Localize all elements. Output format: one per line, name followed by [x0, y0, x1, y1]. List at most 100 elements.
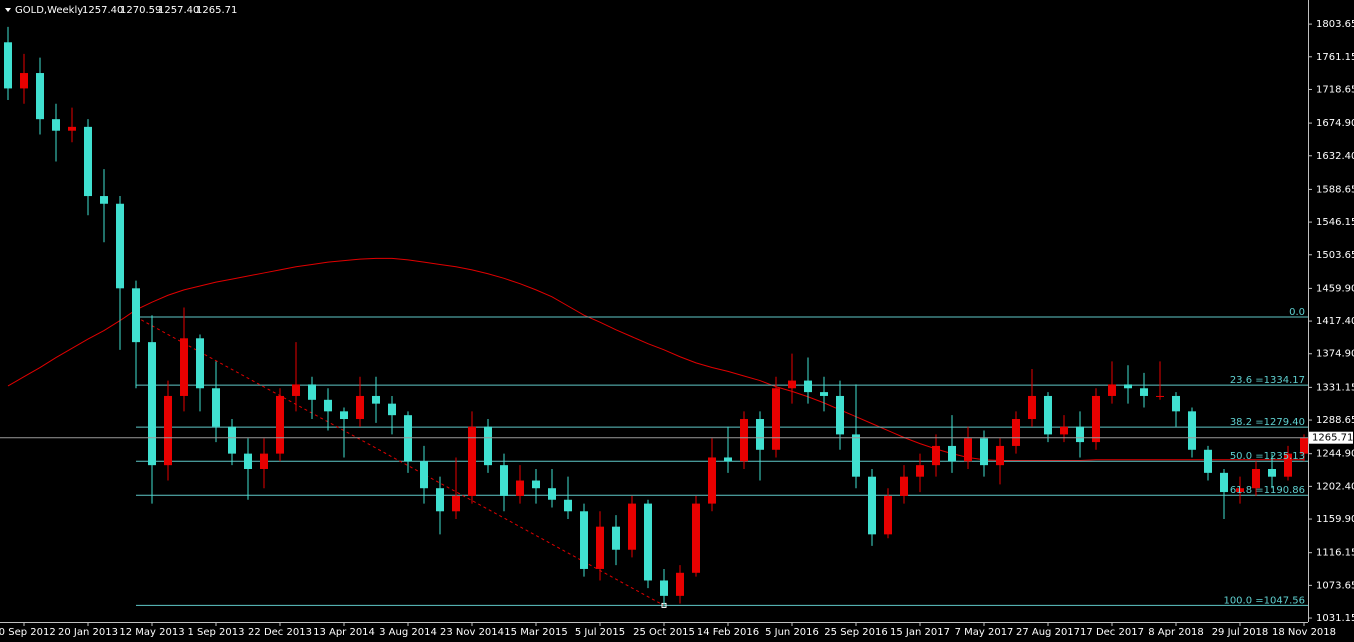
candle-body [516, 480, 524, 496]
candle-body [324, 399, 332, 412]
fibo-trendline [135, 316, 665, 606]
candle-body [868, 476, 876, 535]
candle-body [148, 342, 156, 466]
candle-body [1236, 488, 1244, 493]
candle-body [228, 426, 236, 454]
y-tick-label: 1031.15 [1316, 613, 1354, 624]
candle-body [836, 395, 844, 435]
header-value: 1270.59 [120, 5, 161, 16]
candle-body [116, 203, 124, 289]
candle-body [692, 503, 700, 573]
candle-body [500, 465, 508, 496]
candle-body [740, 419, 748, 462]
y-tick-label: 1073.65 [1316, 580, 1354, 591]
candle-body [244, 453, 252, 469]
y-tick-label: 1159.90 [1316, 514, 1354, 525]
menu-arrow[interactable] [5, 8, 11, 12]
y-tick-label: 1459.90 [1316, 283, 1354, 294]
x-tick-label: 12 May 2013 [119, 627, 184, 638]
candle-body [980, 438, 988, 466]
x-tick-label: 8 Apr 2018 [1148, 627, 1203, 638]
candle-body [612, 526, 620, 550]
candle-body [1044, 395, 1052, 435]
candle-body [180, 338, 188, 396]
x-tick-label: 14 Feb 2016 [697, 627, 759, 638]
candle-body [260, 453, 268, 469]
candle-body [1060, 426, 1068, 435]
candle-body [996, 445, 1004, 466]
candle-body [660, 580, 668, 596]
candle-body [564, 499, 572, 512]
y-tick-label: 1761.15 [1316, 52, 1354, 63]
candle-body [308, 384, 316, 400]
candle-body [788, 380, 796, 389]
header-value: 1265.71 [196, 5, 237, 16]
candle-body [196, 338, 204, 389]
candle-body [100, 196, 108, 204]
candle-body [388, 403, 396, 416]
x-tick-label: 15 Mar 2015 [504, 627, 567, 638]
candle-body [164, 395, 172, 466]
candle-body [340, 411, 348, 420]
y-tick-label: 1718.65 [1316, 84, 1354, 95]
candle-body [724, 457, 732, 462]
candle-body [1108, 384, 1116, 396]
y-tick-label: 1674.90 [1316, 118, 1354, 129]
x-tick-label: 20 Sep 2012 [0, 627, 56, 638]
candle-body [1300, 437, 1308, 454]
candle-body [756, 419, 764, 450]
header-value: 1257.40 [82, 5, 123, 16]
y-tick-label: 1374.90 [1316, 349, 1354, 360]
y-tick-label: 1588.65 [1316, 184, 1354, 195]
candle-body [1252, 468, 1260, 489]
y-tick-label: 1288.65 [1316, 415, 1354, 426]
candle-body [404, 415, 412, 462]
fibo-label: 50.0 =1235.13 [1230, 451, 1305, 462]
y-tick-label: 1503.65 [1316, 250, 1354, 261]
last-price-box [1309, 431, 1353, 444]
candle-body [884, 495, 892, 535]
candle-body [580, 511, 588, 569]
candle-body [964, 438, 972, 462]
candle-body [532, 480, 540, 489]
y-tick-label: 1546.15 [1316, 217, 1354, 228]
candle-body [420, 461, 428, 489]
x-tick-label: 22 Dec 2013 [248, 627, 312, 638]
x-tick-label: 5 Jun 2016 [765, 627, 819, 638]
candle-body [1140, 388, 1148, 396]
candle-body [484, 426, 492, 466]
y-tick-label: 1331.15 [1316, 382, 1354, 393]
candle-body [772, 388, 780, 450]
candle-body [276, 395, 284, 454]
x-tick-label: 20 Jan 2013 [58, 627, 118, 638]
fibo-label: 38.2 =1279.40 [1230, 417, 1305, 428]
candle-body [1012, 419, 1020, 446]
candle-body [1268, 468, 1276, 477]
x-tick-label: 1 Sep 2013 [187, 627, 244, 638]
candle-body [900, 476, 908, 496]
candle-body [20, 73, 28, 89]
candle-body [52, 119, 60, 131]
candle-body [1220, 472, 1228, 493]
candle-body [628, 503, 636, 550]
candle-body [948, 445, 956, 462]
y-tick-label: 1417.40 [1316, 316, 1354, 327]
x-tick-label: 15 Jan 2017 [890, 627, 950, 638]
candle-body [708, 457, 716, 504]
header-value: 1257.40 [158, 5, 199, 16]
candle-body [356, 395, 364, 420]
candle-body [4, 42, 12, 89]
y-tick-label: 1803.65 [1316, 19, 1354, 30]
fibo-label: 23.6 =1334.17 [1230, 375, 1305, 386]
candle-body [1156, 395, 1164, 397]
fibo-label: 61.8 =1190.86 [1230, 485, 1305, 496]
candle-body [36, 73, 44, 120]
candle-body [804, 380, 812, 393]
moving-average [7, 257, 1304, 462]
last-price-label: 1265.71 [1312, 433, 1353, 444]
x-tick-label: 3 Aug 2014 [379, 627, 437, 638]
candle-body [468, 426, 476, 496]
x-tick-label: 7 May 2017 [955, 627, 1014, 638]
candle-body [1092, 395, 1100, 443]
